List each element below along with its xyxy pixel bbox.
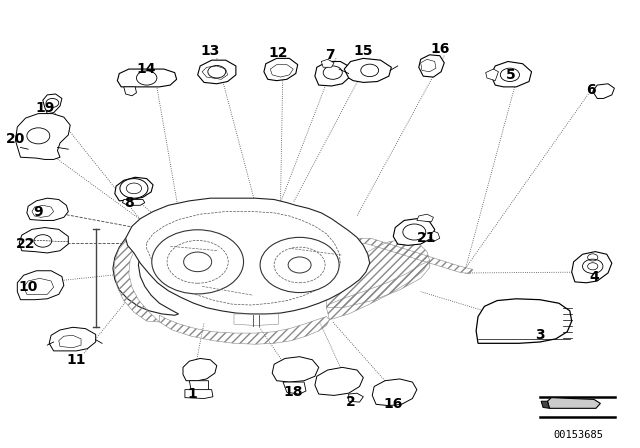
Text: 7: 7	[324, 48, 334, 62]
Polygon shape	[27, 198, 68, 220]
Polygon shape	[264, 58, 298, 81]
Polygon shape	[15, 114, 70, 159]
Text: 1: 1	[188, 387, 197, 401]
Text: 10: 10	[19, 280, 38, 294]
Polygon shape	[344, 58, 392, 82]
Text: 14: 14	[137, 62, 156, 76]
Polygon shape	[17, 271, 64, 300]
Polygon shape	[117, 69, 177, 87]
Polygon shape	[486, 69, 499, 81]
Polygon shape	[115, 177, 153, 201]
Polygon shape	[315, 61, 351, 86]
Circle shape	[152, 230, 244, 294]
Polygon shape	[372, 379, 417, 405]
Text: 8: 8	[124, 196, 134, 210]
Polygon shape	[124, 87, 136, 96]
Polygon shape	[476, 299, 572, 343]
Polygon shape	[429, 231, 440, 241]
Text: 21: 21	[417, 231, 437, 245]
Text: 18: 18	[284, 385, 303, 399]
Polygon shape	[417, 214, 433, 222]
Polygon shape	[547, 398, 600, 408]
Text: 00153685: 00153685	[553, 431, 603, 440]
Polygon shape	[113, 238, 179, 315]
Text: 16: 16	[430, 43, 449, 56]
Text: 3: 3	[535, 328, 545, 342]
Circle shape	[260, 237, 339, 293]
Text: 9: 9	[33, 205, 43, 219]
Polygon shape	[122, 199, 145, 205]
Polygon shape	[593, 84, 614, 99]
Text: 11: 11	[67, 353, 86, 367]
Polygon shape	[321, 59, 334, 67]
Polygon shape	[349, 393, 364, 402]
Polygon shape	[572, 252, 612, 283]
Text: 16: 16	[383, 397, 403, 411]
Polygon shape	[185, 390, 213, 399]
Polygon shape	[283, 382, 306, 394]
Text: 6: 6	[586, 83, 596, 97]
Polygon shape	[19, 228, 68, 253]
Polygon shape	[394, 219, 435, 246]
Circle shape	[120, 179, 148, 198]
Polygon shape	[125, 198, 370, 314]
Polygon shape	[272, 357, 319, 382]
Polygon shape	[43, 94, 62, 114]
Polygon shape	[315, 367, 364, 396]
Text: 19: 19	[35, 101, 54, 115]
Polygon shape	[419, 55, 444, 77]
Text: 5: 5	[506, 68, 516, 82]
Polygon shape	[49, 327, 96, 351]
Polygon shape	[198, 60, 236, 84]
Text: 12: 12	[269, 46, 289, 60]
Text: 2: 2	[346, 395, 355, 409]
Text: 15: 15	[353, 44, 373, 58]
Text: 13: 13	[201, 44, 220, 58]
Polygon shape	[491, 61, 532, 87]
Text: 22: 22	[16, 237, 35, 251]
Polygon shape	[541, 401, 549, 408]
Polygon shape	[183, 358, 217, 381]
Text: 4: 4	[589, 271, 599, 284]
Text: 20: 20	[6, 132, 25, 146]
Polygon shape	[189, 381, 209, 392]
